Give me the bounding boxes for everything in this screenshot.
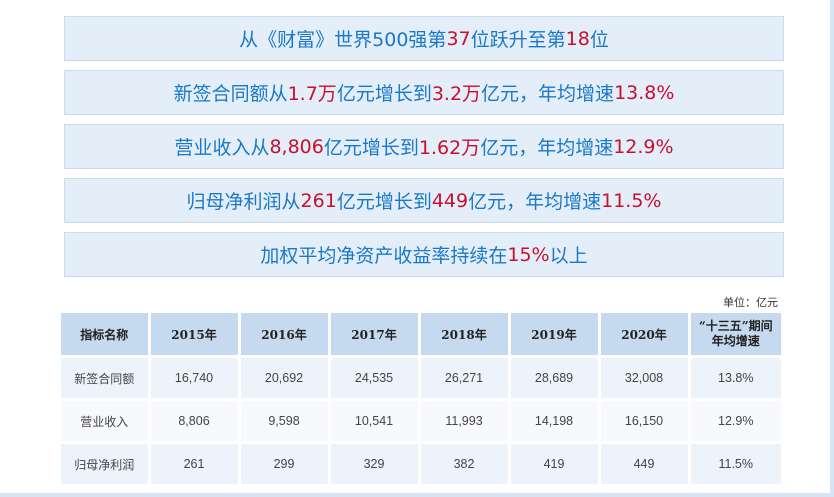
indicator-table: 指标名称 2015年 2016年 2017年 2018年 2019年 2020年 “十三五”期… [61, 313, 781, 484]
highlight-value: 15% [507, 243, 550, 266]
highlight-value: 12.9% [613, 135, 674, 158]
banner-text: 位跃升至第 [470, 29, 566, 51]
table-cell: 13.8% [689, 355, 781, 400]
table-body: 新签合同额 16,740 20,692 24,535 26,271 28,689 32,00… [61, 355, 781, 484]
table-cell: 382 [419, 441, 511, 484]
table-cell: 11,993 [419, 398, 511, 443]
highlight-value: 11.5% [601, 189, 662, 212]
table-cell: 299 [239, 441, 331, 484]
banner-text: 亿元，年均增速 [481, 83, 615, 105]
row-label: 营业收入 [61, 398, 151, 443]
highlight-banner: 营业收入从 8,806 亿元增长到 1.62万 亿元，年均增速 12.9% [64, 124, 784, 169]
banner-text: 以上 [549, 245, 588, 267]
highlight-banner: 加权平均净资产收益率持续在 15% 以上 [64, 232, 784, 277]
table-cell: 8,806 [149, 398, 241, 443]
highlight-value: 37 [446, 27, 471, 50]
table-header-row: 指标名称 2015年 2016年 2017年 2018年 2019年 2020年 “十三五”期… [61, 313, 781, 357]
table-cell: 26,271 [419, 355, 511, 400]
banner-text: 营业收入从 [174, 137, 270, 159]
highlight-value: 1.7万 [287, 83, 337, 105]
column-header: 2019年 [509, 313, 601, 357]
row-label: 归母净利润 [61, 441, 151, 484]
table-cell: 14,198 [509, 398, 601, 443]
table-cell: 419 [509, 441, 601, 484]
table-cell: 20,692 [239, 355, 331, 400]
column-header: 2018年 [419, 313, 511, 357]
banner-text: 亿元增长到 [336, 83, 432, 105]
highlight-value: 8,806 [269, 135, 324, 158]
highlight-banner: 归母净利润从 261 亿元增长到 449 亿元，年均增速 11.5% [64, 178, 784, 223]
table-cell: 10,541 [329, 398, 421, 443]
column-header: “十三五”期间 年均增速 [689, 313, 781, 357]
column-header-indicator: 指标名称 [61, 313, 151, 357]
table-cell: 11.5% [689, 441, 781, 484]
banner-text: 新签合同额从 [173, 83, 288, 105]
banner-text: 亿元，年均增速 [480, 137, 614, 159]
table-cell: 16,740 [149, 355, 241, 400]
column-header: 2016年 [239, 313, 331, 357]
table-cell: 449 [599, 441, 691, 484]
banner-text: 位 [589, 29, 609, 51]
highlight-value: 1.62万 [418, 137, 481, 159]
table-cell: 12.9% [689, 398, 781, 443]
table-row: 归母净利润 261 299 329 382 419 449 11.5% [61, 441, 781, 484]
table-cell: 9,598 [239, 398, 331, 443]
unit-label: 单位：亿元 [723, 296, 778, 309]
banner-text: 加权平均净资产收益率持续在 [260, 245, 508, 267]
row-label: 新签合同额 [61, 355, 151, 400]
highlight-value: 449 [431, 189, 469, 212]
column-header: 2015年 [149, 313, 241, 357]
table-cell: 261 [149, 441, 241, 484]
banner-text: 归母净利润从 [186, 191, 301, 213]
table-cell: 28,689 [509, 355, 601, 400]
highlight-value: 13.8% [614, 81, 675, 104]
highlight-banner: 新签合同额从 1.7万 亿元增长到 3.2万 亿元，年均增速 13.8% [64, 70, 784, 115]
table-cell: 24,535 [329, 355, 421, 400]
table-cell: 16,150 [599, 398, 691, 443]
table-row: 新签合同额 16,740 20,692 24,535 26,271 28,689 32,00… [61, 355, 781, 400]
banner-text: 亿元增长到 [336, 191, 432, 213]
banner-text: 亿元增长到 [323, 137, 419, 159]
column-header: 2020年 [599, 313, 691, 357]
highlight-value: 18 [565, 27, 590, 50]
banner-text: 亿元，年均增速 [468, 191, 602, 213]
highlight-banner: 从《财富》世界500强第 37 位跃升至第 18 位 [64, 16, 784, 61]
column-header: 2017年 [329, 313, 421, 357]
table-row: 营业收入 8,806 9,598 10,541 11,993 14,198 16,150 12… [61, 398, 781, 443]
table-cell: 329 [329, 441, 421, 484]
highlight-value: 261 [300, 189, 337, 212]
highlight-value: 3.2万 [431, 83, 482, 105]
banner-text: 从《财富》世界500强第 [239, 29, 447, 51]
table-cell: 32,008 [599, 355, 691, 400]
